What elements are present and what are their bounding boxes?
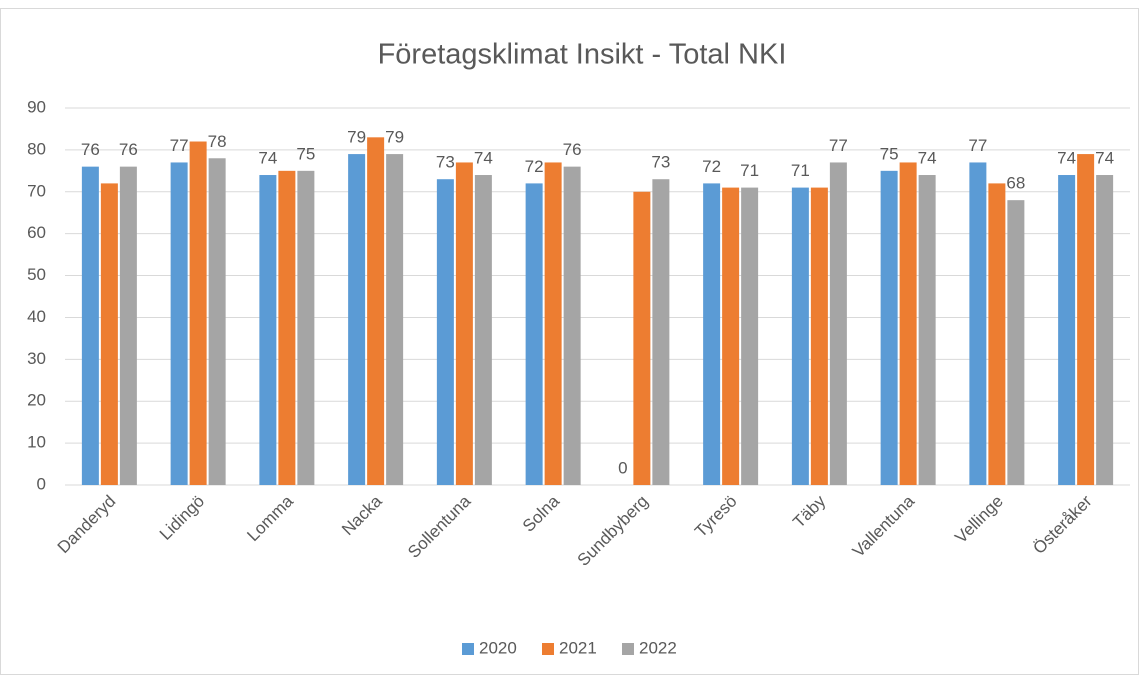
- y-tick-label: 60: [27, 223, 46, 242]
- legend-swatch: [462, 643, 474, 655]
- legend-label: 2020: [479, 638, 517, 657]
- bar: [436, 179, 454, 485]
- bar: [703, 183, 721, 485]
- bar: [1007, 200, 1025, 485]
- bar: [170, 162, 188, 485]
- chart-title: Företagsklimat Insikt - Total NKI: [378, 39, 787, 71]
- bar: [988, 183, 1006, 485]
- data-label: 72: [525, 157, 544, 176]
- bar: [100, 183, 118, 485]
- bar: [474, 175, 492, 485]
- bar: [722, 187, 740, 486]
- data-label: 71: [740, 161, 759, 180]
- bar: [918, 175, 936, 485]
- bar: [880, 170, 898, 486]
- data-label: 79: [347, 128, 366, 147]
- data-label: 74: [1095, 149, 1114, 168]
- bar: [278, 170, 296, 486]
- legend-swatch: [542, 643, 554, 655]
- bar: [829, 162, 847, 485]
- bar: [208, 158, 226, 485]
- data-label: 74: [474, 149, 493, 168]
- data-label: 73: [651, 153, 670, 172]
- bar: [791, 187, 809, 486]
- data-label: 75: [880, 144, 899, 163]
- bar: [1096, 175, 1114, 485]
- bar: [899, 162, 917, 485]
- data-label: 75: [296, 144, 315, 163]
- data-label: 68: [1006, 174, 1025, 193]
- data-label: 76: [81, 140, 100, 159]
- y-tick-label: 80: [27, 139, 46, 158]
- bar: [544, 162, 562, 485]
- data-label: 72: [702, 157, 721, 176]
- bar: [563, 166, 581, 485]
- data-label: 74: [1057, 149, 1076, 168]
- y-tick-label: 70: [27, 181, 46, 200]
- y-tick-label: 0: [37, 474, 46, 493]
- bar: [259, 175, 277, 485]
- legend-label: 2022: [639, 638, 677, 657]
- data-label: 76: [119, 140, 138, 159]
- data-label: 74: [258, 149, 277, 168]
- data-label: 77: [829, 136, 848, 155]
- bar: [367, 137, 385, 486]
- bar: [741, 187, 759, 486]
- y-tick-label: 30: [27, 349, 46, 368]
- data-label: 78: [208, 132, 227, 151]
- bar: [189, 141, 207, 485]
- data-label: 79: [385, 128, 404, 147]
- legend-swatch: [622, 643, 634, 655]
- bar: [652, 179, 670, 485]
- legend-label: 2021: [559, 638, 597, 657]
- y-tick-label: 50: [27, 265, 46, 284]
- bar: [810, 187, 828, 486]
- bar: [119, 166, 137, 485]
- data-label: 0: [618, 458, 627, 477]
- data-label: 73: [436, 153, 455, 172]
- bar: [633, 191, 651, 485]
- y-tick-label: 10: [27, 433, 46, 452]
- bar: [386, 154, 404, 486]
- bar: [348, 154, 366, 486]
- y-tick-label: 20: [27, 391, 46, 410]
- y-tick-label: 90: [27, 97, 46, 116]
- bar: [81, 166, 99, 485]
- bar: [297, 170, 315, 486]
- bar: [525, 183, 543, 485]
- data-label: 77: [968, 136, 987, 155]
- bar: [1058, 175, 1076, 485]
- data-label: 77: [170, 136, 189, 155]
- data-label: 76: [563, 140, 582, 159]
- y-tick-label: 40: [27, 307, 46, 326]
- data-label: 74: [918, 149, 937, 168]
- data-label: 71: [791, 161, 810, 180]
- bar: [455, 162, 473, 485]
- bar: [969, 162, 987, 485]
- bar: [1077, 154, 1095, 486]
